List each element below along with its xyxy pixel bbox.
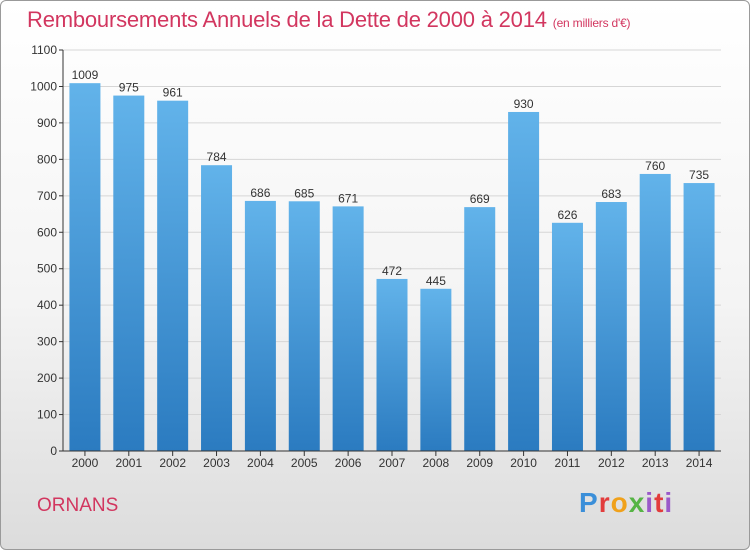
y-tick-label: 500 <box>37 262 57 276</box>
commune-name: ORNANS <box>37 495 119 516</box>
bar-value-label: 472 <box>382 264 402 278</box>
x-tick-label: 2011 <box>555 456 581 470</box>
bar-value-label: 930 <box>514 97 534 111</box>
chart-title-unit: (en milliers d'€) <box>552 16 631 30</box>
x-tick-label: 2000 <box>72 456 99 470</box>
x-tick-label: 2008 <box>423 456 450 470</box>
bar <box>420 288 452 451</box>
bar-value-label: 961 <box>163 86 183 100</box>
bar <box>288 201 320 451</box>
bar-value-label: 445 <box>426 274 446 288</box>
y-tick-label: 700 <box>37 189 57 203</box>
bar <box>332 206 364 451</box>
bar-value-label: 669 <box>470 192 490 206</box>
bar <box>244 200 276 451</box>
logo-letter: i <box>664 487 674 518</box>
logo-letter: x <box>628 487 646 518</box>
bar <box>69 83 101 451</box>
logo-letter: o <box>610 487 629 518</box>
axes <box>59 49 721 456</box>
bar <box>683 183 715 452</box>
y-tick-label: 300 <box>37 335 57 349</box>
y-tick-label: 800 <box>37 152 57 166</box>
x-tick-label: 2012 <box>598 456 625 470</box>
x-tick-label: 2004 <box>247 456 274 470</box>
x-tick-label: 2007 <box>379 456 406 470</box>
x-tick-label: 2013 <box>642 456 669 470</box>
bar-value-label: 1009 <box>72 68 99 82</box>
x-tick-label: 2005 <box>291 456 318 470</box>
y-tick-label: 0 <box>50 444 57 458</box>
bar-value-label: 686 <box>250 186 270 200</box>
logo-letter: P <box>579 487 599 518</box>
bar <box>201 165 233 452</box>
bar <box>508 111 540 452</box>
bars <box>69 83 715 452</box>
x-tick-label: 2006 <box>335 456 362 470</box>
x-tick-label: 2014 <box>686 456 713 470</box>
logo-letter: r <box>598 487 611 518</box>
bar-value-label: 760 <box>645 159 665 173</box>
x-tick-label: 2001 <box>115 456 142 470</box>
x-tick-label: 2009 <box>466 456 493 470</box>
bar-value-label: 975 <box>119 81 139 95</box>
bar-value-label: 671 <box>338 191 358 205</box>
y-tick-label: 1100 <box>31 43 57 57</box>
bar-value-label: 735 <box>689 168 709 182</box>
bar <box>157 100 189 452</box>
bar-value-label: 626 <box>557 208 577 222</box>
chart-title: Remboursements Annuels de la Dette de 20… <box>27 7 631 33</box>
labels: 0 100 200 300 400 500 600 700 800 900 1000 1100 1009… <box>30 43 712 470</box>
proxiti-logo[interactable]: Proxiti <box>579 487 673 519</box>
y-tick-label: 200 <box>37 371 57 385</box>
chart-title-text: Remboursements Annuels de la Dette de 20… <box>27 7 547 32</box>
y-tick-label: 1000 <box>30 79 57 93</box>
bar <box>376 278 408 451</box>
bar <box>113 95 145 452</box>
bar-value-label: 784 <box>207 150 227 164</box>
y-tick-label: 400 <box>37 298 57 312</box>
bar-value-label: 685 <box>294 186 314 200</box>
bar-value-label: 683 <box>601 187 621 201</box>
logo-letter: t <box>654 487 665 518</box>
y-tick-label: 600 <box>37 225 57 239</box>
bar <box>595 202 627 451</box>
y-tick-label: 100 <box>37 408 57 422</box>
x-tick-label: 2002 <box>159 456 186 470</box>
x-tick-label: 2010 <box>510 456 537 470</box>
bar <box>464 207 496 451</box>
bar <box>639 173 671 452</box>
bar <box>551 222 583 451</box>
logo-letter: i <box>645 487 655 518</box>
y-tick-label: 900 <box>37 116 57 130</box>
x-tick-label: 2003 <box>203 456 230 470</box>
